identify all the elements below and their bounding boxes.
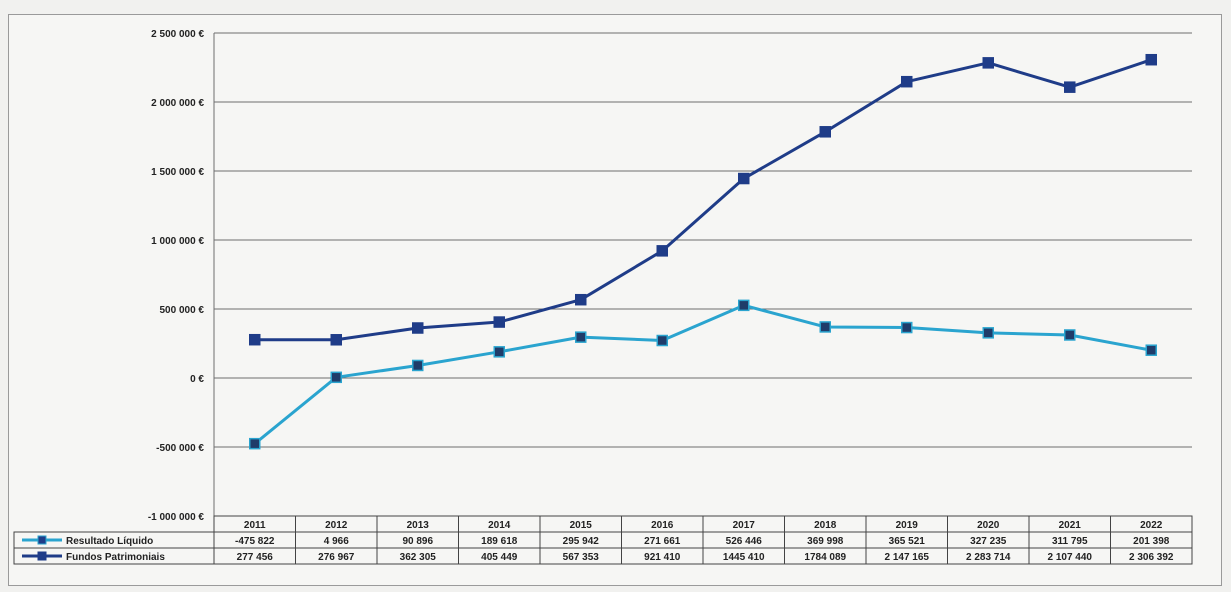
x-category-label: 2017 — [733, 520, 756, 531]
table-value-cell: 921 410 — [644, 552, 681, 563]
legend-label: Fundos Patrimoniais — [66, 552, 165, 563]
series-fundos-patrimoniais — [249, 53, 1157, 346]
data-point-marker — [1145, 344, 1157, 356]
series-line — [254, 58, 1152, 342]
data-table: 2011 2012 2013 2014 2015 2016 2017 2018 2019 2020… — [13, 515, 1193, 565]
series-resultado-liquido — [249, 299, 1157, 450]
data-point-marker — [1145, 53, 1157, 66]
data-point-marker — [330, 371, 342, 384]
table-value-cell: -475 822 — [235, 536, 275, 547]
series-line — [253, 303, 1152, 445]
x-category-label: 2013 — [407, 520, 430, 531]
table-value-cell: 189 618 — [481, 536, 518, 547]
data-point-marker — [249, 437, 261, 450]
data-point-marker — [493, 316, 505, 328]
x-category-label: 2011 — [244, 520, 266, 531]
table-value-cell: 327 235 — [970, 536, 1007, 547]
data-point-marker — [1064, 81, 1076, 93]
table-value-cell: 369 998 — [807, 536, 844, 547]
table-value-cell: 526 446 — [726, 536, 763, 547]
table-value-cell: 567 353 — [563, 552, 600, 563]
y-tick-label: 2 500 000 € — [151, 29, 204, 40]
table-value-cell: 405 449 — [481, 552, 518, 563]
data-point-marker — [1064, 329, 1076, 341]
x-category-label: 2015 — [570, 520, 593, 531]
table-value-cell: 2 107 440 — [1048, 552, 1093, 563]
x-category-label: 2021 — [1059, 520, 1082, 531]
x-category-label: 2016 — [651, 520, 674, 531]
y-tick-label: -1 000 000 € — [148, 512, 205, 523]
table-value-cell: 2 283 714 — [966, 552, 1011, 563]
data-point-marker — [412, 322, 424, 334]
data-point-marker — [738, 299, 750, 312]
gridlines — [213, 32, 1192, 517]
table-value-cell: 362 305 — [400, 552, 437, 563]
y-tick-label: 1 500 000 € — [151, 167, 204, 178]
table-value-cell: 1445 410 — [723, 552, 765, 563]
data-point-marker — [330, 334, 342, 346]
data-point-marker — [982, 327, 994, 339]
series-layer — [249, 53, 1157, 450]
table-value-cell: 276 967 — [318, 552, 355, 563]
legend-key-marker — [37, 535, 47, 545]
table-value-cell: 1784 089 — [804, 552, 846, 563]
data-point-marker — [412, 359, 424, 372]
data-point-marker — [493, 346, 505, 358]
table-value-cell: 365 521 — [889, 536, 926, 547]
y-tick-label: -500 000 € — [156, 443, 204, 454]
data-point-marker — [982, 57, 994, 69]
table-value-cell: 271 661 — [644, 536, 681, 547]
chart-frame — [8, 14, 1222, 586]
data-point-marker — [819, 321, 831, 333]
y-tick-label: 1 000 000 € — [151, 236, 204, 247]
x-category-label: 2020 — [977, 520, 1000, 531]
x-category-label: 2012 — [325, 520, 348, 531]
x-category-label: 2014 — [488, 520, 511, 531]
table-value-cell: 311 795 — [1052, 536, 1088, 547]
data-point-marker — [819, 126, 831, 138]
table-value-cell: 2 147 165 — [885, 552, 930, 563]
y-tick-label: 2 000 000 € — [151, 98, 204, 109]
x-category-label: 2018 — [814, 520, 837, 531]
data-point-marker — [575, 331, 587, 343]
data-point-marker — [249, 333, 261, 346]
table-value-cell: 4 966 — [324, 536, 349, 547]
table-value-cell: 201 398 — [1133, 536, 1170, 547]
y-tick-label: 0 € — [190, 374, 204, 385]
data-point-marker — [901, 321, 913, 334]
legend-label: Resultado Líquido — [66, 536, 153, 547]
data-point-marker — [575, 293, 587, 306]
table-value-cell: 295 942 — [563, 536, 600, 547]
data-point-marker — [656, 245, 668, 257]
data-point-marker — [738, 172, 750, 185]
data-point-marker — [656, 334, 668, 347]
x-category-label: 2019 — [896, 520, 919, 531]
table-value-cell: 90 896 — [402, 536, 433, 547]
table-value-cell: 277 456 — [237, 552, 274, 563]
data-point-marker — [901, 75, 913, 88]
y-tick-label: 500 000 € — [160, 305, 205, 316]
y-axis-ticks: -1 000 000 € -500 000 € 0 € 500 000 € 1 000 … — [148, 29, 205, 523]
legend-key-marker — [37, 551, 47, 561]
table-value-cell: 2 306 392 — [1129, 552, 1174, 563]
x-category-label: 2022 — [1140, 520, 1163, 531]
